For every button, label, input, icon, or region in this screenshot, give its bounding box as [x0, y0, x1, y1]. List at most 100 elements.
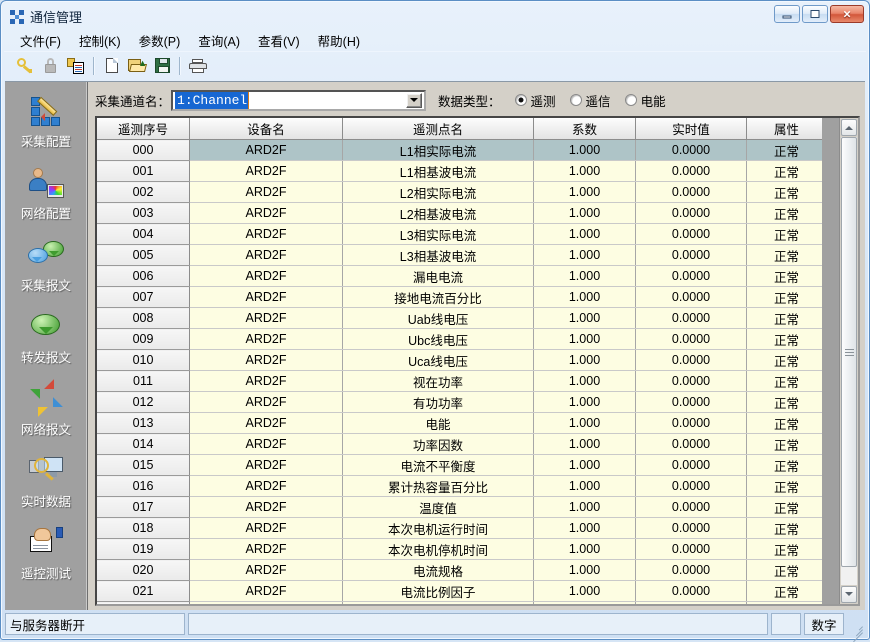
radio-telesignal[interactable]: 遥信 — [569, 91, 611, 110]
column-header-value[interactable]: 实时值 — [635, 118, 747, 140]
cell-seq[interactable]: 006 — [97, 265, 190, 287]
cell-device[interactable]: ARD2F — [189, 538, 343, 560]
cell-point[interactable]: 电流比例因子 — [342, 580, 534, 602]
cell-device[interactable]: ARD2F — [189, 223, 343, 245]
cell-device[interactable]: ARD2F — [189, 349, 343, 371]
cell-point[interactable]: Ubc线电压 — [342, 328, 534, 350]
cell-attr[interactable]: 正常 — [746, 412, 822, 434]
radio-energy[interactable]: 电能 — [624, 91, 666, 110]
cell-attr[interactable]: 正常 — [746, 433, 822, 455]
column-header-coef[interactable]: 系数 — [533, 118, 636, 140]
cell-value[interactable]: 0.0000 — [635, 328, 747, 350]
cell-coef[interactable]: 1.000 — [533, 286, 636, 308]
cell-value[interactable]: 0.0000 — [635, 391, 747, 413]
cell-attr[interactable]: 正常 — [746, 517, 822, 539]
table-row[interactable]: 005 ARD2F L3相基波电流 1.000 0.0000 正常 — [97, 244, 822, 266]
cell-seq[interactable]: 008 — [97, 307, 190, 329]
table-row[interactable]: 017 ARD2F 温度值 1.000 0.0000 正常 — [97, 496, 822, 518]
maximize-button[interactable] — [802, 5, 828, 23]
cell-value[interactable]: 0.0000 — [635, 160, 747, 182]
cell-seq[interactable]: 000 — [97, 139, 190, 161]
cell-attr[interactable]: 正常 — [746, 370, 822, 392]
cell-attr[interactable]: 正常 — [746, 559, 822, 581]
cell-attr[interactable]: 正常 — [746, 223, 822, 245]
vertical-scrollbar[interactable] — [839, 118, 858, 604]
radio-telemetry[interactable]: 遥测 — [514, 91, 556, 110]
cell-device[interactable]: ARD2F — [189, 370, 343, 392]
cell-attr[interactable]: 正常 — [746, 244, 822, 266]
cell-attr[interactable]: 正常 — [746, 454, 822, 476]
cell-coef[interactable]: 1.000 — [533, 580, 636, 602]
cell-coef[interactable]: 1.000 — [533, 223, 636, 245]
cell-attr[interactable]: 正常 — [746, 349, 822, 371]
cell-seq[interactable]: 001 — [97, 160, 190, 182]
cell-point[interactable]: A相过载百分比 — [342, 601, 534, 604]
resize-grip-icon[interactable] — [847, 613, 865, 642]
minimize-button[interactable] — [774, 5, 800, 23]
cell-point[interactable]: Uca线电压 — [342, 349, 534, 371]
table-row[interactable]: 002 ARD2F L2相实际电流 1.000 0.0000 正常 — [97, 181, 822, 203]
cell-point[interactable]: L2相实际电流 — [342, 181, 534, 203]
cell-coef[interactable]: 1.000 — [533, 160, 636, 182]
cell-coef[interactable]: 1.000 — [533, 202, 636, 224]
menu-help[interactable]: 帮助(H) — [317, 34, 361, 49]
cell-value[interactable]: 0.0000 — [635, 538, 747, 560]
table-row[interactable]: 001 ARD2F L1相基波电流 1.000 0.0000 正常 — [97, 160, 822, 182]
table-row[interactable]: 004 ARD2F L3相实际电流 1.000 0.0000 正常 — [97, 223, 822, 245]
cell-value[interactable]: 0.0000 — [635, 286, 747, 308]
cell-coef[interactable]: 1.000 — [533, 454, 636, 476]
cell-seq[interactable]: 007 — [97, 286, 190, 308]
cell-coef[interactable]: 1.000 — [533, 601, 636, 604]
cell-value[interactable]: 0.0000 — [635, 412, 747, 434]
column-header-seq[interactable]: 遥测序号 — [97, 118, 190, 140]
cell-device[interactable]: ARD2F — [189, 160, 343, 182]
cell-value[interactable]: 0.0000 — [635, 496, 747, 518]
table-row[interactable]: 016 ARD2F 累计热容量百分比 1.000 0.0000 正常 — [97, 475, 822, 497]
cell-attr[interactable]: 正常 — [746, 538, 822, 560]
cell-point[interactable]: 接地电流百分比 — [342, 286, 534, 308]
cell-coef[interactable]: 1.000 — [533, 328, 636, 350]
cell-device[interactable]: ARD2F — [189, 433, 343, 455]
cell-seq[interactable]: 022 — [97, 601, 190, 604]
table-row[interactable]: 006 ARD2F 漏电电流 1.000 0.0000 正常 — [97, 265, 822, 287]
cell-coef[interactable]: 1.000 — [533, 391, 636, 413]
cell-point[interactable]: 电能 — [342, 412, 534, 434]
print-button[interactable] — [185, 54, 210, 77]
cell-attr[interactable]: 正常 — [746, 328, 822, 350]
cell-point[interactable]: 有功功率 — [342, 391, 534, 413]
cell-point[interactable]: 电流不平衡度 — [342, 454, 534, 476]
properties-button[interactable] — [63, 54, 88, 77]
column-header-attr[interactable]: 属性 — [746, 118, 822, 140]
table-row[interactable]: 013 ARD2F 电能 1.000 0.0000 正常 — [97, 412, 822, 434]
cell-value[interactable]: 0.0000 — [635, 580, 747, 602]
cell-value[interactable]: 0.0000 — [635, 475, 747, 497]
cell-device[interactable]: ARD2F — [189, 580, 343, 602]
table-row[interactable]: 015 ARD2F 电流不平衡度 1.000 0.0000 正常 — [97, 454, 822, 476]
cell-attr[interactable]: 正常 — [746, 496, 822, 518]
table-row[interactable]: 000 ARD2F L1相实际电流 1.000 0.0000 正常 — [97, 139, 822, 161]
close-button[interactable]: × — [830, 5, 864, 23]
cell-device[interactable]: ARD2F — [189, 307, 343, 329]
table-row[interactable]: 008 ARD2F Uab线电压 1.000 0.0000 正常 — [97, 307, 822, 329]
cell-value[interactable]: 0.0000 — [635, 223, 747, 245]
cell-device[interactable]: ARD2F — [189, 265, 343, 287]
cell-device[interactable]: ARD2F — [189, 517, 343, 539]
cell-value[interactable]: 0.0000 — [635, 349, 747, 371]
cell-value[interactable]: 0.0000 — [635, 601, 747, 604]
table-row[interactable]: 010 ARD2F Uca线电压 1.000 0.0000 正常 — [97, 349, 822, 371]
cell-seq[interactable]: 002 — [97, 181, 190, 203]
cell-seq[interactable]: 019 — [97, 538, 190, 560]
cell-seq[interactable]: 017 — [97, 496, 190, 518]
cell-attr[interactable]: 正常 — [746, 286, 822, 308]
menu-view[interactable]: 查看(V) — [257, 34, 300, 49]
cell-coef[interactable]: 1.000 — [533, 139, 636, 161]
cell-seq[interactable]: 020 — [97, 559, 190, 581]
cell-seq[interactable]: 016 — [97, 475, 190, 497]
save-button[interactable] — [149, 54, 174, 77]
cell-attr[interactable]: 正常 — [746, 307, 822, 329]
cell-point[interactable]: 功率因数 — [342, 433, 534, 455]
cell-value[interactable]: 0.0000 — [635, 559, 747, 581]
cell-seq[interactable]: 013 — [97, 412, 190, 434]
cell-point[interactable]: 温度值 — [342, 496, 534, 518]
